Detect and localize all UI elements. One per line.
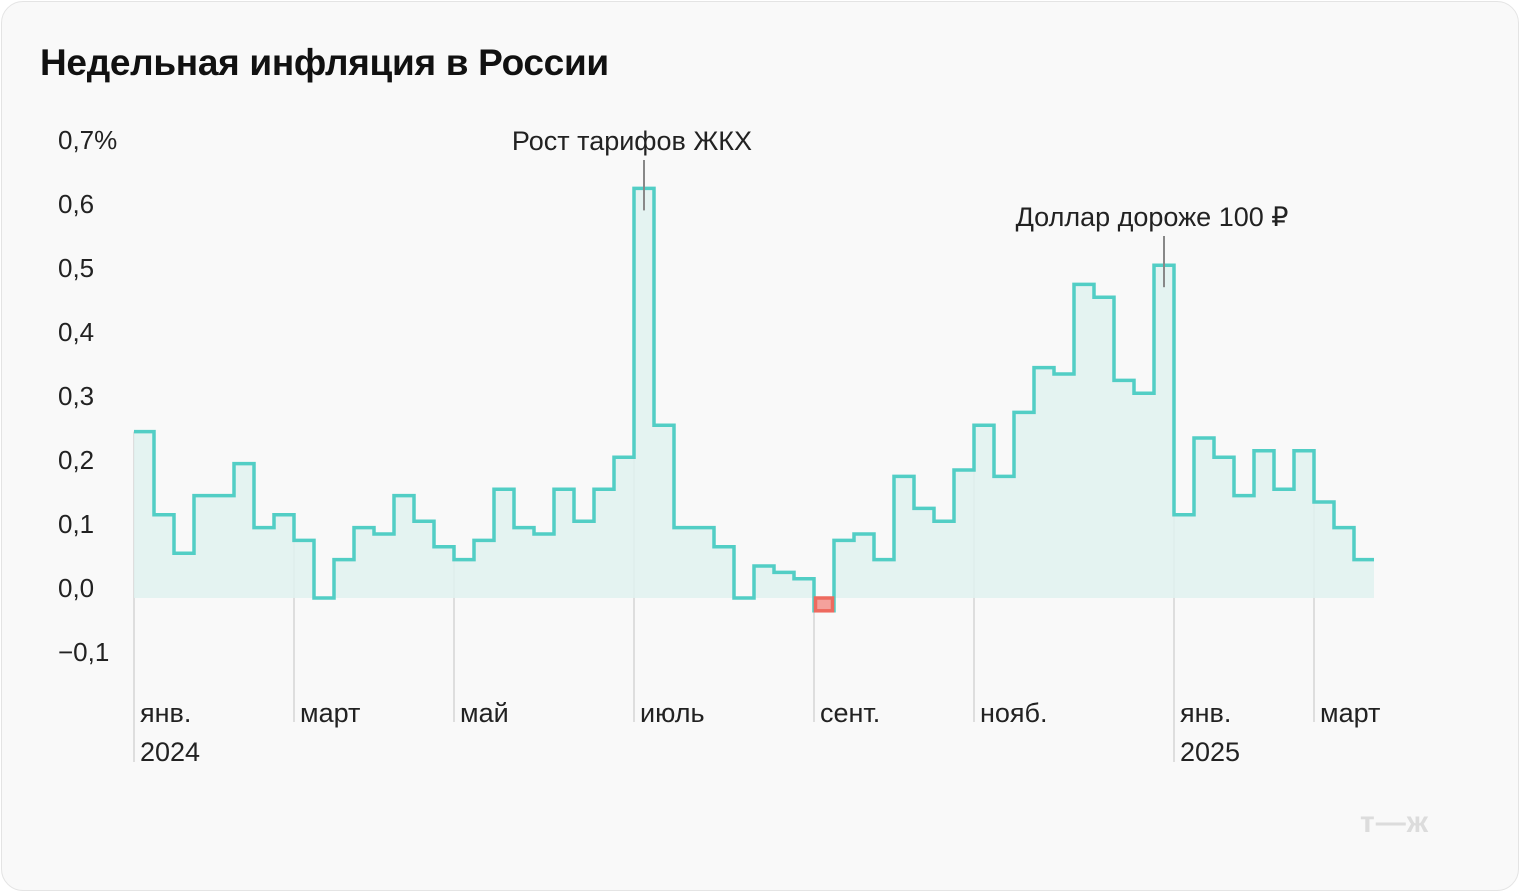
area-fill-week (214, 495, 234, 598)
area-fill-week (954, 470, 974, 598)
x-tick-label: нояб. (980, 698, 1048, 728)
area-fill-week (154, 514, 174, 598)
area-fill-week (774, 572, 794, 598)
area-fill-week (374, 534, 394, 598)
area-fill-week (1174, 514, 1194, 598)
y-tick-label: 0,6 (58, 189, 94, 219)
area-fill-week (1194, 438, 1214, 598)
area-fill-week (854, 534, 874, 598)
area-fill-week (354, 527, 374, 598)
x-tick-year-label: 2025 (1180, 737, 1240, 767)
area-fill-week (794, 578, 814, 598)
area-fill-week (594, 489, 614, 598)
x-tick-label: май (460, 698, 509, 728)
area-fill-week (254, 527, 274, 598)
area-fill-week (614, 457, 634, 598)
area-fill-week (274, 514, 294, 598)
y-tick-label: 0,5 (58, 253, 94, 283)
x-tick-label: сент. (820, 698, 880, 728)
area-fill-week (174, 553, 194, 598)
y-tick-label: 0,2 (58, 445, 94, 475)
area-fill-week (1134, 393, 1154, 598)
area-fill-week (534, 534, 554, 598)
x-tick-year-label: 2024 (140, 737, 200, 767)
area-fill-week (1034, 367, 1054, 598)
area-fill-week (1094, 297, 1114, 598)
area-fill-week (674, 527, 694, 598)
area-fill-week (654, 425, 674, 598)
area-fill-week (1014, 412, 1034, 598)
x-tick-label: июль (640, 698, 705, 728)
x-tick-label: март (1320, 698, 1380, 728)
area-fill-week (1274, 489, 1294, 598)
y-tick-label: 0,1 (58, 509, 94, 539)
area-fill-week (1354, 559, 1374, 598)
area-fill-week (1074, 284, 1094, 598)
brand-logo: т—ж (1360, 806, 1429, 839)
area-fill-week (1254, 450, 1274, 598)
area-fill-week (834, 540, 854, 598)
area-fill-week (754, 566, 774, 598)
area-fill-week (294, 540, 314, 598)
area-fill-week (1214, 457, 1234, 598)
area-fill-week (234, 463, 254, 598)
y-tick-label: 0,4 (58, 317, 94, 347)
y-tick-label: −0,1 (58, 637, 109, 667)
x-tick-label: март (300, 698, 360, 728)
area-fill-week (494, 489, 514, 598)
area-fill-week (414, 521, 434, 598)
area-fill-week (454, 559, 474, 598)
y-tick-label: 0,7% (58, 125, 117, 155)
negative-week-bar (813, 596, 835, 613)
area-fill-week (714, 546, 734, 598)
area-fill-week (974, 425, 994, 598)
area-fill-week (1314, 502, 1334, 598)
y-tick-label: 0,3 (58, 381, 94, 411)
area-fill-week (334, 559, 354, 598)
area-fill-week (574, 521, 594, 598)
area-fill-week (934, 521, 954, 598)
annotation-label: Доллар дороже 100 ₽ (1016, 202, 1289, 232)
area-fill-week (514, 527, 534, 598)
area-fill-week (694, 527, 714, 598)
area-fill-week (1154, 265, 1174, 598)
area-fill-week (434, 546, 454, 598)
area-fill-week (1294, 450, 1314, 598)
area-fill-week (194, 495, 214, 598)
area-fill-week (554, 489, 574, 598)
area-fill-week (914, 508, 934, 598)
area-fill-week (894, 476, 914, 598)
annotation-label: Рост тарифов ЖКХ (512, 126, 752, 156)
area-fill-week (1334, 527, 1354, 598)
chart-title: Недельная инфляция в России (40, 42, 609, 83)
area-fill-week (394, 495, 414, 598)
area-fill-week (1054, 374, 1074, 598)
area-fill-week (634, 188, 654, 598)
area-fill-week (134, 431, 154, 598)
x-tick-label: янв. (140, 698, 191, 728)
area-fill-week (1114, 380, 1134, 598)
area-fill-week (994, 476, 1014, 598)
x-tick-label: янв. (1180, 698, 1231, 728)
inflation-step-line (134, 186, 1374, 613)
area-fill-week (874, 559, 894, 598)
y-tick-label: 0,0 (58, 573, 94, 603)
area-fill-week (474, 540, 494, 598)
area-fill-week (1234, 495, 1254, 598)
